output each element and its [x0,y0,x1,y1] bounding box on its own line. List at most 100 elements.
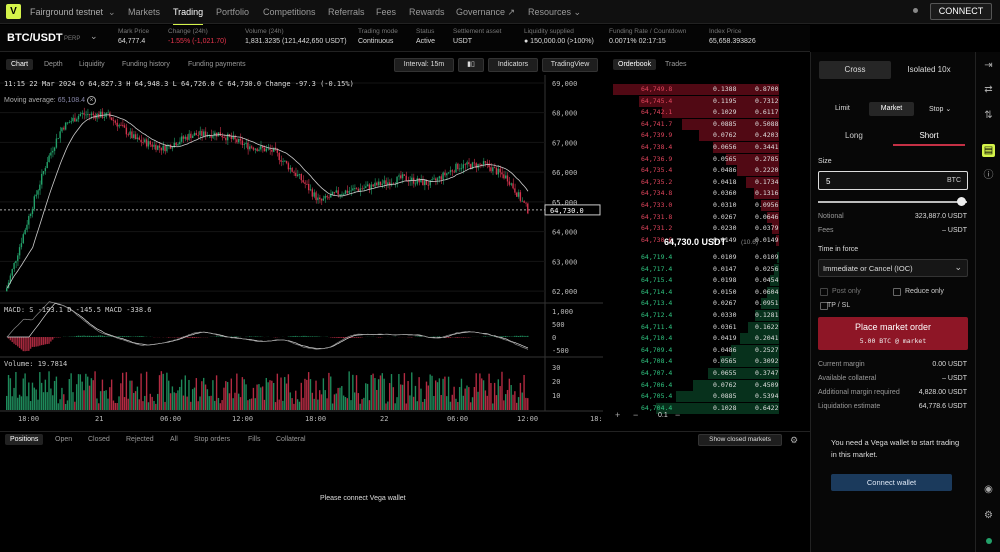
info-icon[interactable]: ⓘ [983,170,994,181]
order-type-limit[interactable]: Limit [835,105,850,112]
close-icon[interactable]: × [86,96,96,105]
indicators-button[interactable]: Indicators [488,58,538,72]
bid-row[interactable]: 64,717.4 0.0147 0.0256 [609,263,779,275]
nav-trading[interactable]: Trading [173,7,204,26]
nav-rewards[interactable]: Rewards [409,7,445,17]
price[interactable]: 64,710.4 [641,334,673,343]
nav-fees[interactable]: Fees [376,7,397,17]
tab-stop-orders[interactable]: Stop orders [194,436,231,443]
price[interactable]: 64,714.4 [641,287,673,296]
bid-row[interactable]: 64,705.4 0.0885 0.5394 [609,391,779,403]
price[interactable]: 64,707.4 [641,369,673,377]
step-value[interactable]: 0.1 [658,412,668,419]
arrow-right-icon[interactable]: ⇥ [984,60,993,71]
ask-row[interactable]: 64,742.1 0.1029 0.6117 [609,107,779,119]
bid-row[interactable]: 64,719.4 0.0109 0.0109 [609,252,779,263]
post-only-checkbox[interactable] [820,288,828,296]
vega-logo[interactable]: V [6,4,21,19]
nav-referrals[interactable]: Referrals [328,7,365,17]
ask-row[interactable]: 64,733.0 0.0310 0.0956 [609,200,779,211]
network-switcher[interactable]: Fairground testnet ⌄ [30,7,116,18]
tab-trades[interactable]: Trades [665,61,687,68]
minus-icon[interactable]: − [675,410,681,420]
price[interactable]: 64,713.4 [641,299,673,308]
ask-row[interactable]: 64,735.4 0.0486 0.2220 [609,165,779,177]
ask-row[interactable]: 64,739.9 0.0762 0.4203 [609,130,779,142]
price[interactable]: 64,733.0 [641,201,673,209]
minus-icon[interactable]: − [633,410,639,420]
bid-row[interactable]: 64,709.4 0.0486 0.2527 [609,344,779,356]
order-type-stop[interactable]: Stop ⌄ [929,106,952,113]
tab-rejected[interactable]: Rejected [126,436,154,443]
ask-row[interactable]: 64,730.6 0.0149 0.0149 [609,234,779,246]
show-closed-markets-button[interactable]: Show closed markets [698,434,782,446]
ask-row[interactable]: 64,735.2 0.0418 0.1734 [609,176,779,188]
price[interactable]: 64,742.1 [641,108,673,117]
connect-wallet-button[interactable]: Connect wallet [831,474,952,491]
tradingview-button[interactable]: TradingView [542,58,598,72]
price[interactable]: 64,719.4 [641,253,673,261]
settings-icon[interactable] [913,8,918,13]
candle-type-button[interactable]: ▮▯ [458,58,484,72]
tab-positions[interactable]: Positions [5,434,44,445]
interval-button[interactable]: Interval: 15m [394,58,454,72]
size-input[interactable]: 5 BTC [818,171,968,190]
tif-select[interactable]: Immediate or Cancel (IOC) ⌄ [818,259,968,277]
price[interactable]: 64,741.7 [641,119,673,128]
tab-open[interactable]: Open [55,436,73,443]
price[interactable]: 64,706.4 [641,380,673,389]
tab-all[interactable]: All [170,436,178,443]
ask-row[interactable]: 64,734.8 0.0360 0.1316 [609,188,779,200]
nav-governance[interactable]: Governance ↗ [456,7,516,17]
price[interactable]: 64,711.4 [641,322,673,331]
tab-closed[interactable]: Closed [88,436,110,443]
bid-row[interactable]: 64,711.4 0.0361 0.1622 [609,321,779,333]
price[interactable]: 64,731.2 [641,224,673,233]
bid-row[interactable]: 64,710.4 0.0419 0.2041 [609,333,779,345]
bid-row[interactable]: 64,712.4 0.0330 0.1281 [609,310,779,321]
price[interactable]: 64,736.9 [641,154,673,163]
price[interactable]: 64,717.4 [641,264,673,273]
bid-row[interactable]: 64,704.4 0.1028 0.6422 [609,402,779,414]
tab-fills[interactable]: Fills [248,436,261,443]
price[interactable]: 64,709.4 [641,345,673,354]
nav-resources[interactable]: Resources ⌄ [528,7,582,17]
eye-icon[interactable]: ◉ [984,484,993,495]
bid-row[interactable]: 64,707.4 0.0655 0.3747 [609,368,779,379]
bid-row[interactable]: 64,708.4 0.0565 0.3092 [609,356,779,368]
chevron-down-icon[interactable]: ⌄ [90,31,98,41]
price[interactable]: 64,745.4 [641,96,673,105]
price[interactable]: 64,715.4 [641,276,673,285]
cross-margin-button[interactable]: Cross [819,61,891,79]
nav-portfolio[interactable]: Portfolio [216,7,250,17]
ask-row[interactable]: 64,741.7 0.0885 0.5088 [609,118,779,130]
ask-row[interactable]: 64,736.9 0.0565 0.2785 [609,153,779,165]
price[interactable]: 64,705.4 [641,392,673,401]
tab-chart[interactable]: Chart [6,59,34,70]
transfer-icon[interactable]: ⇄ [984,84,993,95]
tab-orderbook[interactable]: Orderbook [613,59,657,70]
order-type-market[interactable]: Market [869,102,914,116]
price[interactable]: 64,738.4 [641,143,673,151]
ask-row[interactable]: 64,731.8 0.0267 0.0646 [609,211,779,223]
gear-icon[interactable]: ⚙ [984,510,993,521]
price-chart[interactable]: 69,000 68,000 67,000 66,000 65,000 64,000 63,0… [0,75,603,427]
price[interactable]: 64,735.4 [641,166,673,175]
price[interactable]: 64,712.4 [641,311,673,319]
price[interactable]: 64,704.4 [641,403,673,412]
nav-markets[interactable]: Markets [128,7,161,17]
deal-ticket-icon[interactable]: ▤ [982,144,995,157]
tab-funding-payments[interactable]: Funding payments [188,61,246,68]
connect-button[interactable]: CONNECT [930,3,992,20]
bid-row[interactable]: 64,714.4 0.0150 0.0604 [609,286,779,298]
ask-row[interactable]: 64,749.8 0.1388 0.8700 [609,84,779,95]
bid-row[interactable]: 64,706.4 0.0762 0.4509 [609,379,779,391]
price[interactable]: 64,731.8 [641,212,673,221]
market-name[interactable]: BTC/USDT [7,32,63,44]
size-slider-handle[interactable] [957,197,966,206]
tab-collateral[interactable]: Collateral [276,436,306,443]
bid-row[interactable]: 64,713.4 0.0267 0.0951 [609,298,779,310]
long-button[interactable]: Long [845,131,863,140]
size-slider[interactable] [818,201,967,203]
place-order-button[interactable]: Place market order 5.00 BTC @ market [818,317,968,350]
